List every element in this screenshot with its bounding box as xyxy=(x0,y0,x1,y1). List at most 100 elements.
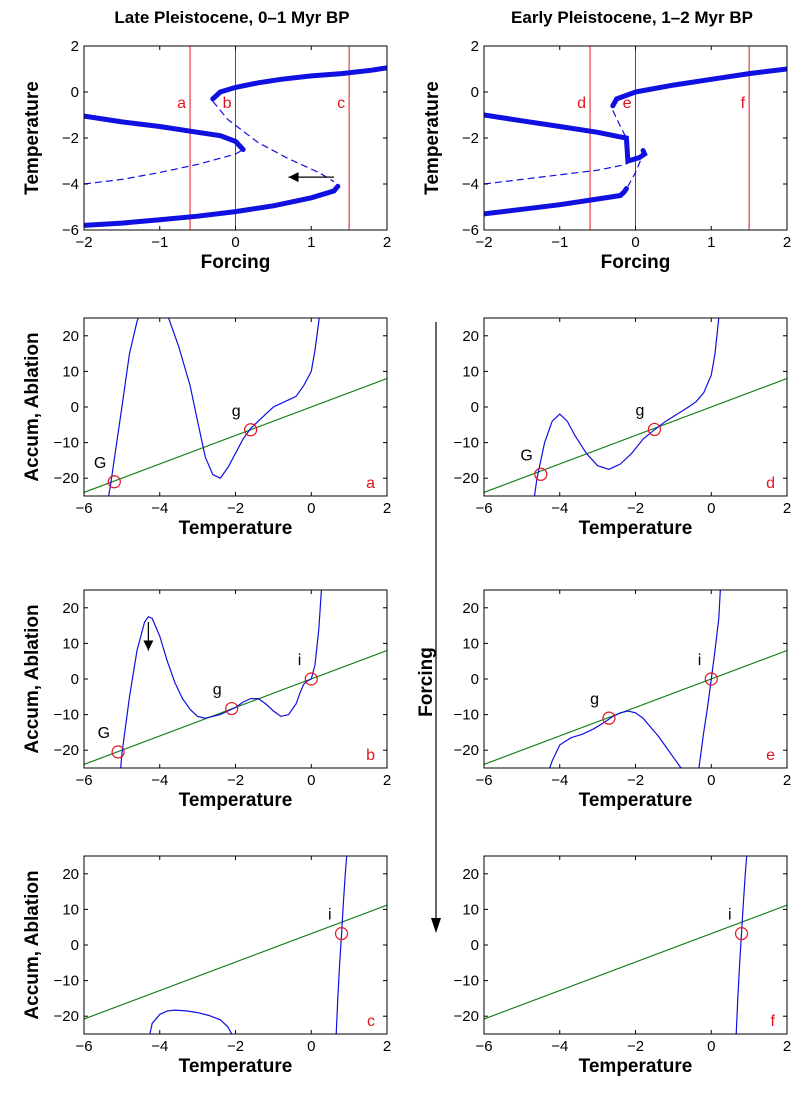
y-tick-label: 0 xyxy=(471,937,479,954)
y-tick-label: 0 xyxy=(71,84,79,101)
plot-area xyxy=(84,856,387,1034)
axes-frame xyxy=(483,45,788,231)
unstable-branch-2 xyxy=(212,100,335,183)
x-tick-label: 2 xyxy=(383,234,391,251)
y-tick-label: −20 xyxy=(454,470,479,487)
forcing-line-label-d: d xyxy=(577,95,586,112)
y-tick-label: 10 xyxy=(462,363,479,380)
panel-label-a: a xyxy=(366,475,375,492)
x-tick-label: −2 xyxy=(227,1038,244,1055)
ablation-line xyxy=(484,377,787,494)
equilibrium-point-g xyxy=(602,711,616,725)
equilibrium-label-i: i xyxy=(328,907,332,924)
arrow-head xyxy=(288,172,299,183)
forcing-line-label-e: e xyxy=(623,95,632,112)
y-tick-label: −4 xyxy=(62,176,79,193)
x-tick-label: −2 xyxy=(227,772,244,789)
ablation-line xyxy=(84,377,387,494)
equilibrium-point-i xyxy=(334,927,349,941)
x-axis-label: Temperature xyxy=(179,1056,293,1077)
equilibrium-label-g: g xyxy=(213,682,222,699)
y-tick-label: 10 xyxy=(62,635,79,652)
unstable-branch-2 xyxy=(612,110,627,139)
y-tick-label: −2 xyxy=(462,130,479,147)
panel-label-d: d xyxy=(766,475,775,492)
y-tick-label: 20 xyxy=(462,600,479,617)
y-axis-label: Temperature xyxy=(422,81,443,195)
accumulation-curve xyxy=(533,318,720,496)
stable-branch-0 xyxy=(210,65,387,102)
x-axis-label: Temperature xyxy=(579,790,693,811)
y-axis-label: Accum, Ablation xyxy=(22,870,43,1019)
stable-branch-0 xyxy=(610,66,787,109)
y-tick-label: 0 xyxy=(71,937,79,954)
ablation-line xyxy=(484,904,787,1020)
accumulation-curve-branch xyxy=(335,856,348,1034)
x-tick-label: −4 xyxy=(151,1038,168,1055)
x-axis-label: Temperature xyxy=(179,790,293,811)
x-tick-label: 0 xyxy=(707,1038,715,1055)
forcing-arrow-label: Forcing xyxy=(416,647,437,717)
x-tick-label: −6 xyxy=(75,1038,92,1055)
plot-bif-right: −2 −1 0 1 2 −6 −4 −2 0 2 Forcing Temperature d e f xyxy=(422,38,791,273)
equilibrium-point-g xyxy=(244,423,258,437)
equilibrium-label-i: i xyxy=(698,652,702,669)
accumulation-curve xyxy=(120,590,323,768)
y-tick-label: −6 xyxy=(462,222,479,239)
y-tick-label: −10 xyxy=(454,707,479,724)
panel-label-b: b xyxy=(366,747,375,764)
axes-frame xyxy=(83,589,388,769)
x-tick-label: −6 xyxy=(75,772,92,789)
ablation-line xyxy=(84,904,387,1020)
equilibrium-point-g xyxy=(225,701,239,716)
y-tick-label: −20 xyxy=(54,470,79,487)
x-axis-label: Temperature xyxy=(579,518,693,539)
plot-area xyxy=(84,590,387,768)
y-tick-label: −10 xyxy=(454,435,479,452)
accumulation-curve xyxy=(549,710,682,768)
x-tick-label: −1 xyxy=(551,234,568,251)
panel-label-c: c xyxy=(367,1013,375,1030)
x-tick-label: 0 xyxy=(307,1038,315,1055)
x-tick-label: −6 xyxy=(475,772,492,789)
unstable-branch-4 xyxy=(627,150,646,187)
plot-bif-left: −2 −1 0 1 2 −6 −4 −2 0 2 Forcing Temperature a b c xyxy=(22,38,391,273)
y-tick-label: −2 xyxy=(62,130,79,147)
y-tick-label: 20 xyxy=(462,866,479,883)
arrow-head xyxy=(143,640,154,651)
x-tick-label: −6 xyxy=(75,500,92,517)
stable-branch-4 xyxy=(84,183,341,228)
y-tick-label: 2 xyxy=(71,38,79,55)
unstable-branch-3 xyxy=(84,148,244,185)
y-tick-label: −10 xyxy=(54,973,79,990)
x-tick-label: 0 xyxy=(707,500,715,517)
x-tick-label: 0 xyxy=(707,772,715,789)
forcing-arrow: Forcing xyxy=(416,322,441,933)
x-tick-label: 0 xyxy=(307,500,315,517)
x-tick-label: 2 xyxy=(783,1038,791,1055)
y-tick-label: −10 xyxy=(54,707,79,724)
axes-frame xyxy=(483,855,788,1035)
plot-area xyxy=(484,590,787,768)
panel-label-f: f xyxy=(771,1013,776,1030)
stable-branch-1 xyxy=(84,113,246,152)
x-tick-label: 2 xyxy=(383,772,391,789)
title-right: Early Pleistocene, 1–2 Myr BP xyxy=(511,8,753,27)
y-tick-label: −6 xyxy=(62,222,79,239)
x-tick-label: 2 xyxy=(383,1038,391,1055)
equilibrium-label-i: i xyxy=(298,652,302,669)
stable-branch-5 xyxy=(484,186,629,217)
title-left: Late Pleistocene, 0–1 Myr BP xyxy=(114,8,349,27)
x-axis-label: Forcing xyxy=(201,252,271,273)
y-tick-label: −20 xyxy=(54,1008,79,1025)
y-axis-label: Accum, Ablation xyxy=(22,332,43,481)
accumulation-curve xyxy=(149,1009,233,1034)
y-tick-label: 10 xyxy=(62,363,79,380)
equilibrium-label-i: i xyxy=(728,907,732,924)
equilibrium-point-i xyxy=(704,672,718,686)
x-tick-label: 2 xyxy=(783,234,791,251)
y-tick-label: −20 xyxy=(454,1008,479,1025)
axes-frame xyxy=(83,317,388,497)
y-tick-label: 10 xyxy=(62,901,79,918)
